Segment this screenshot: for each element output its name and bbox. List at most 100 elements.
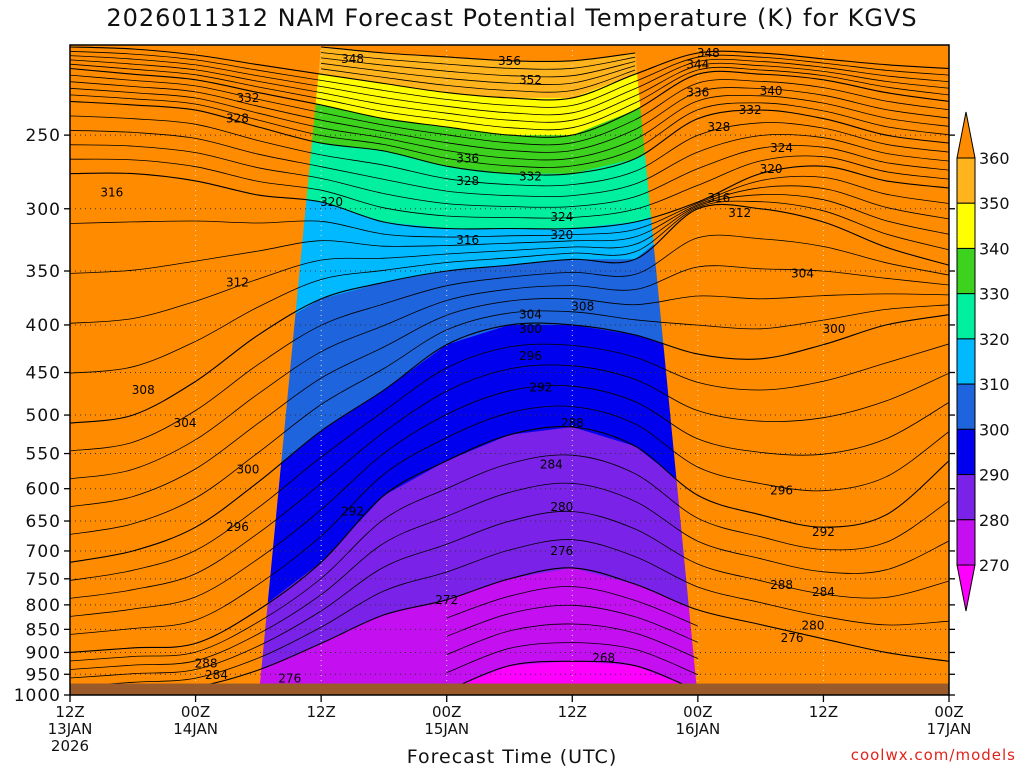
y-tick-label: 350 <box>26 262 61 282</box>
isentrope-minor <box>446 623 699 659</box>
theta-fill-layers <box>70 45 949 695</box>
isentrope-290 <box>70 426 949 653</box>
contour-label: 284 <box>540 457 563 471</box>
contour-label: 320 <box>320 195 343 209</box>
y-tick-label: 450 <box>26 364 61 384</box>
isentrope-minor <box>321 52 636 70</box>
colorbar-label: 320 <box>979 330 1010 349</box>
isentrope-minor <box>70 510 949 679</box>
contour-label: 284 <box>812 585 835 599</box>
colorbar-label: 270 <box>979 556 1010 575</box>
isentrope-minor <box>70 155 949 219</box>
contour-label: 300 <box>822 322 845 336</box>
y-tick-label: 500 <box>26 406 61 426</box>
isentrope-350 <box>70 46 949 101</box>
contour-label: 308 <box>132 383 155 397</box>
colorbar-label: 350 <box>979 194 1010 213</box>
x-tick-label: 12Z <box>558 703 587 721</box>
x-tick-label: 12Z <box>809 703 838 721</box>
isentrope-minor <box>70 55 949 116</box>
y-tick-label: 300 <box>26 200 61 220</box>
isentrope-minor <box>70 175 949 238</box>
isentrope-lines <box>70 46 949 695</box>
contour-label: 276 <box>550 544 573 558</box>
isentrope-310 <box>70 203 949 424</box>
contour-label: 324 <box>770 141 793 155</box>
isentrope-minor <box>70 144 949 208</box>
contour-label: 296 <box>519 349 542 363</box>
isentrope-minor <box>70 454 949 662</box>
colorbar-swatch <box>956 428 976 476</box>
contour-label: 328 <box>226 112 249 126</box>
y-tick-label: 750 <box>26 570 61 590</box>
contour-label: 332 <box>236 91 259 105</box>
colorbar-swatch <box>956 247 976 295</box>
source-credit: coolwx.com/models <box>850 746 1016 764</box>
contour-label: 328 <box>456 174 479 188</box>
x-tick-label: 00Z <box>432 703 461 721</box>
contour-label: 348 <box>697 46 720 60</box>
colorbar-swatch <box>956 519 976 566</box>
plot-frame <box>69 44 950 696</box>
colorbar-swatch <box>956 474 976 521</box>
isentrope-330 <box>70 100 949 176</box>
colorbar-swatch-top <box>956 111 976 159</box>
isentrope-minor <box>321 57 636 78</box>
contour-label: 288 <box>195 657 218 671</box>
contour-label: 308 <box>571 299 594 313</box>
colorbar-swatch <box>956 383 976 430</box>
colorbar-swatch-bottom <box>956 564 976 612</box>
colorbar-label: 280 <box>979 511 1010 530</box>
x-tick-label: 00Z <box>683 703 712 721</box>
isentrope-minor <box>70 74 949 146</box>
contour-label: 336 <box>456 152 479 166</box>
isentrope-minor <box>70 94 949 168</box>
isentrope-minor <box>321 62 636 85</box>
ground-terrain <box>70 683 949 695</box>
contour-label: 280 <box>550 500 573 514</box>
contour-label: 312 <box>728 206 751 220</box>
contour-label: 300 <box>519 322 542 336</box>
isentrope-minor <box>70 343 949 581</box>
colorbar-label: 290 <box>979 466 1010 485</box>
contour-label: 284 <box>205 668 228 682</box>
contour-label: 332 <box>519 170 542 184</box>
isentrope-minor <box>70 234 949 452</box>
chart-title: 2026011312 NAM Forecast Potential Temper… <box>106 4 918 32</box>
contour-label: 292 <box>529 380 552 394</box>
contour-label: 316 <box>707 191 730 205</box>
colorbar-label: 300 <box>979 420 1010 439</box>
x-tick-label: 14JAN <box>173 720 218 738</box>
isentrope-minor <box>70 405 949 635</box>
grid-lines <box>70 45 949 695</box>
x-tick-label: 12Z <box>306 703 335 721</box>
isentrope-minor <box>70 87 949 161</box>
contour-label: 296 <box>770 484 793 498</box>
contour-label: 320 <box>550 228 573 242</box>
isentrope-minor <box>70 81 949 153</box>
isentrope-minor <box>70 63 949 131</box>
isentrope-minor <box>70 129 949 198</box>
isentrope-minor <box>446 586 699 627</box>
colorbar-label: 340 <box>979 239 1010 258</box>
y-tick-label: 600 <box>26 480 61 500</box>
y-tick-label: 850 <box>26 620 61 640</box>
colorbar-swatch <box>956 202 976 249</box>
contour-label: 304 <box>791 266 814 280</box>
y-tick-label: 1000 <box>14 686 61 706</box>
isentrope-minor <box>70 293 949 507</box>
isentrope-minor <box>70 193 949 324</box>
isentrope-minor <box>70 304 949 535</box>
isentrope-minor <box>446 642 699 676</box>
y-tick-label: 900 <box>26 643 61 663</box>
x-axis-title: Forecast Time (UTC) <box>406 746 618 768</box>
isentrope-320 <box>70 165 949 230</box>
colorbar-label: 310 <box>979 375 1010 394</box>
isentrope-360 <box>321 46 636 63</box>
contour-label: 316 <box>456 233 479 247</box>
contour-label: 276 <box>278 672 301 686</box>
x-tick-label: 17JAN <box>927 720 972 738</box>
contour-label: 272 <box>435 593 458 607</box>
